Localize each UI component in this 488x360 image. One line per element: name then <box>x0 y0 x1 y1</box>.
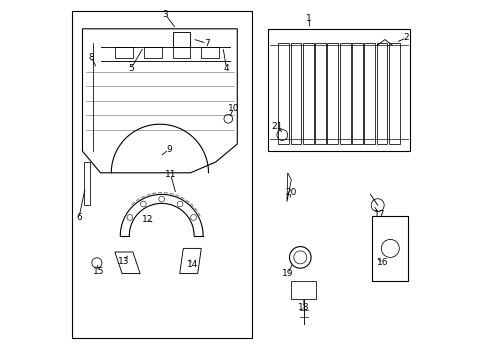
Text: 12: 12 <box>142 215 153 224</box>
Text: 16: 16 <box>377 258 388 267</box>
Text: 9: 9 <box>166 145 171 154</box>
Text: 10: 10 <box>227 104 239 113</box>
Text: 19: 19 <box>282 269 293 278</box>
Text: 11: 11 <box>164 170 176 179</box>
Text: 20: 20 <box>285 188 296 197</box>
Text: 1: 1 <box>306 14 311 23</box>
Text: 5: 5 <box>128 64 134 73</box>
Text: 3: 3 <box>162 10 168 19</box>
Text: 7: 7 <box>203 39 209 48</box>
Text: 4: 4 <box>223 64 229 73</box>
Text: 17: 17 <box>373 210 385 219</box>
Text: 21: 21 <box>271 122 282 131</box>
Text: 14: 14 <box>186 260 198 269</box>
Text: 2: 2 <box>403 33 408 42</box>
Text: 6: 6 <box>76 213 81 222</box>
Text: 8: 8 <box>88 53 94 62</box>
Text: 18: 18 <box>298 303 309 312</box>
Text: 15: 15 <box>93 267 104 276</box>
Text: 13: 13 <box>118 256 129 266</box>
